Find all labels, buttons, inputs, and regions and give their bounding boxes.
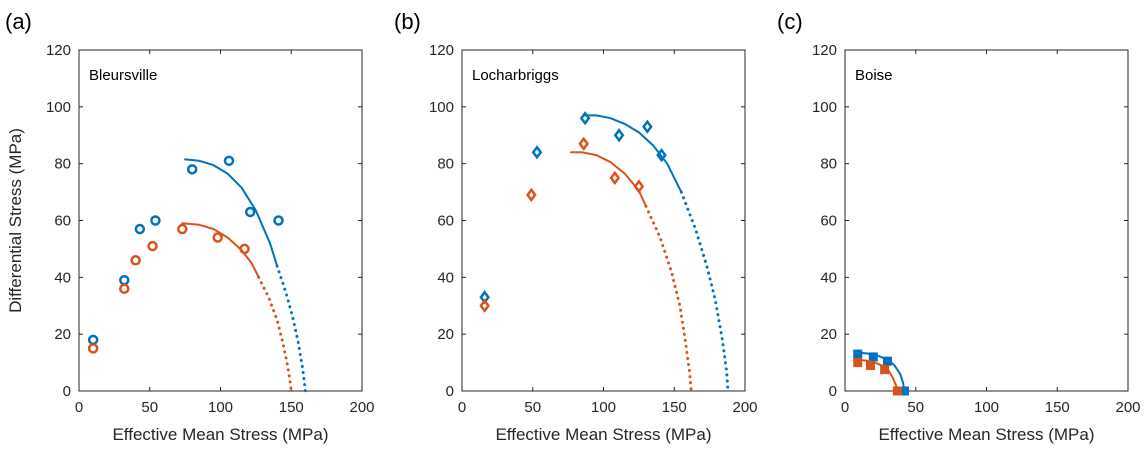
data-point <box>880 365 890 375</box>
y-tick-label: 20 <box>820 326 837 343</box>
data-point <box>119 274 130 286</box>
y-tick-label: 40 <box>820 269 837 286</box>
data-point <box>531 145 543 160</box>
fit-curve-solid <box>570 151 647 208</box>
x-axis-label: Effective Mean Stress (MPa) <box>878 425 1094 444</box>
y-tick-label: 20 <box>54 326 71 343</box>
data-point <box>609 170 621 185</box>
x-tick-label: 150 <box>1045 399 1070 416</box>
panel-letter: (c) <box>777 9 803 34</box>
panel-letter: (b) <box>394 9 421 34</box>
x-tick-label: 200 <box>1115 399 1140 416</box>
x-axis-label: Effective Mean Stress (MPa) <box>112 425 328 444</box>
fit-curve-dotted <box>679 190 730 393</box>
data-point <box>87 343 99 354</box>
x-axis-label: Effective Mean Stress (MPa) <box>495 425 711 444</box>
fit-curve-dotted <box>275 264 307 393</box>
plot-frame <box>461 49 746 392</box>
data-point <box>119 283 130 294</box>
panel-c: 0 50 100 150 200 0 20 40 60 80 100 120 Effective Mea… <box>777 9 1141 444</box>
data-point <box>150 215 161 226</box>
data-point <box>239 243 250 255</box>
fit-curve-solid <box>582 114 683 194</box>
data-point <box>147 240 158 252</box>
plot-frame <box>844 49 1129 392</box>
x-tick-label: 100 <box>974 399 999 416</box>
data-point <box>633 179 645 194</box>
x-tick-label: 100 <box>208 399 233 416</box>
x-tick-label: 50 <box>141 399 158 416</box>
y-tick-label: 80 <box>820 156 837 173</box>
data-point <box>87 334 99 346</box>
x-tick-label: 0 <box>458 399 466 416</box>
fit-curve-solid <box>181 222 260 279</box>
plot-frame <box>78 49 363 392</box>
data-point <box>212 232 223 243</box>
y-tick-label: 120 <box>429 42 454 59</box>
y-tick-label: 60 <box>54 213 71 230</box>
data-point <box>579 111 591 126</box>
y-tick-label: 100 <box>46 99 71 116</box>
data-point <box>868 352 878 362</box>
x-tick-label: 50 <box>524 399 541 416</box>
y-axis-label: Differential Stress (MPa) <box>6 128 25 313</box>
fit-curve-dotted <box>644 204 693 393</box>
y-tick-label: 60 <box>820 213 837 230</box>
y-tick-label: 0 <box>446 383 454 400</box>
y-tick-label: 100 <box>429 99 454 116</box>
y-tick-label: 120 <box>812 42 837 59</box>
y-tick-label: 40 <box>54 269 71 286</box>
data-point <box>130 255 141 266</box>
x-tick-label: 200 <box>349 399 374 416</box>
x-tick-label: 200 <box>732 399 757 416</box>
data-point <box>244 206 256 218</box>
data-point <box>578 136 590 151</box>
data-point <box>177 223 188 235</box>
site-annotation: Boise <box>855 67 893 84</box>
panel-b: 0 50 100 150 200 0 20 40 60 80 100 120 Effective Mea… <box>394 9 758 444</box>
site-annotation: Locharbriggs <box>472 67 559 84</box>
x-tick-label: 0 <box>841 399 849 416</box>
data-point <box>656 148 667 163</box>
site-annotation: Bleursville <box>89 67 157 84</box>
fit-curve-solid <box>184 158 279 267</box>
panel-a: 0 50 100 150 200 0 20 40 60 80 100 120 Effective Mea… <box>5 9 375 444</box>
data-point <box>134 223 146 235</box>
y-tick-label: 100 <box>812 99 837 116</box>
data-point <box>892 386 902 396</box>
y-tick-label: 80 <box>54 156 71 173</box>
data-point <box>479 298 490 313</box>
data-point <box>865 360 875 370</box>
panel-letter: (a) <box>5 9 32 34</box>
x-tick-label: 100 <box>591 399 616 416</box>
x-tick-label: 0 <box>75 399 83 416</box>
data-point <box>882 356 892 366</box>
x-tick-label: 50 <box>907 399 924 416</box>
data-point <box>613 128 625 143</box>
y-tick-label: 80 <box>437 156 454 173</box>
y-tick-label: 40 <box>437 269 454 286</box>
y-tick-label: 0 <box>63 383 71 400</box>
data-point <box>186 164 198 175</box>
y-tick-label: 0 <box>829 383 837 400</box>
y-tick-label: 20 <box>437 326 454 343</box>
y-tick-label: 120 <box>46 42 71 59</box>
x-tick-label: 150 <box>662 399 687 416</box>
y-tick-label: 60 <box>437 213 454 230</box>
data-point <box>642 119 653 134</box>
data-point <box>223 155 235 167</box>
data-point <box>526 187 537 203</box>
x-tick-label: 150 <box>279 399 304 416</box>
data-point <box>273 215 284 226</box>
data-point <box>853 349 863 359</box>
data-point <box>853 358 863 368</box>
